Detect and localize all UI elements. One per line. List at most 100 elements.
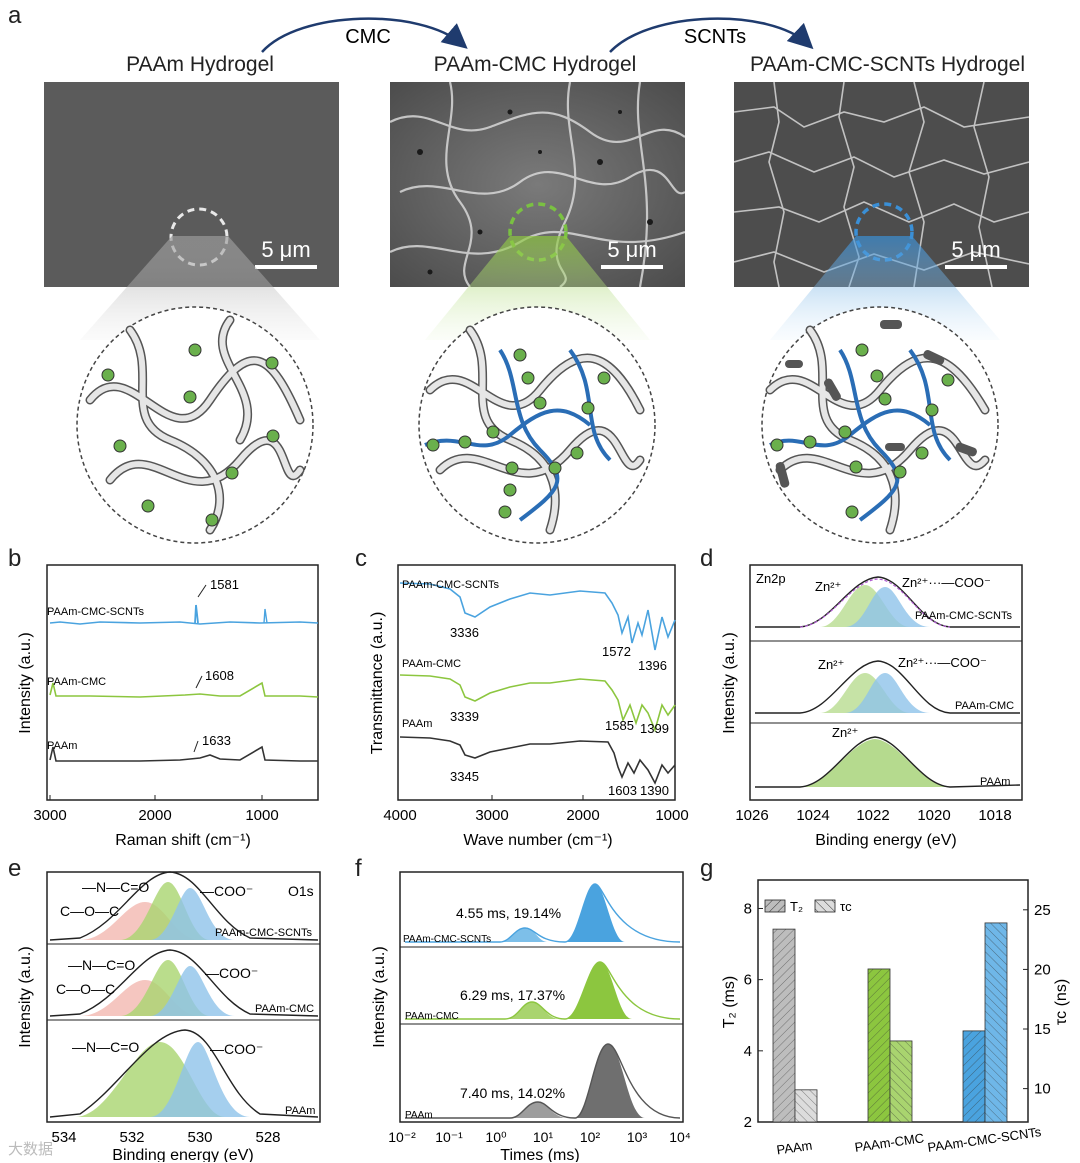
scale-bar-paam: 5 μm <box>255 237 317 269</box>
x-tick-label: 10² <box>580 1129 601 1145</box>
bar-hatch-t2-paam <box>773 929 795 1122</box>
cmc-arrow-label: CMC <box>345 26 391 48</box>
series-label: PAAm <box>285 1105 315 1117</box>
peak-label: 1390 <box>640 783 669 798</box>
y-axis-label: Intensity (a.u.) <box>721 632 738 733</box>
scale-bar-paam-cmc-scnts: 5 μm <box>945 237 1007 269</box>
series-label: PAAm-CMC-SCNTs <box>402 579 499 591</box>
legend-label: T₂ <box>790 899 803 914</box>
x-tick-label: 1000 <box>245 807 278 824</box>
series-label: PAAm <box>405 1110 433 1121</box>
chart-f-lf-nmr: PAAm-CMC-SCNTs PAAm-CMC PAAm 4.55 ms, 19… <box>371 871 691 1162</box>
x-axis-label: Binding energy (eV) <box>112 1147 253 1162</box>
x-category-label: PAAm-CMC <box>854 1130 925 1155</box>
panel-c-label: c <box>355 545 367 572</box>
x-category-label: PAAm <box>776 1138 814 1158</box>
x-axis-label: Times (ms) <box>500 1147 579 1162</box>
x-tick-label: 528 <box>255 1129 280 1146</box>
scale-bar-paam-cmc: 5 μm <box>601 237 663 269</box>
y-axis-label-left: T₂ (ms) <box>721 976 738 1028</box>
ftir-line-paam-cmc-scnts <box>399 582 676 651</box>
peak-label: 1603 <box>608 783 637 798</box>
chart-b-raman: PAAm-CMC-SCNTs PAAm-CMC PAAm 1581 1608 1… <box>17 564 319 849</box>
peak-label: Zn²⁺ <box>832 725 858 740</box>
ftir-line-paam <box>399 736 676 785</box>
series-label: PAAm-CMC-SCNTs <box>915 610 1012 622</box>
zoom-cone-paam-cmc-scnts <box>770 236 1000 340</box>
x-tick-label: 1020 <box>917 807 950 824</box>
series-label: PAAm <box>47 740 77 752</box>
x-tick-label: 10⁻² <box>388 1129 416 1145</box>
x-axis-label: Raman shift (cm⁻¹) <box>115 832 251 849</box>
peak-label: 1633 <box>202 733 231 748</box>
watermark: 大数据 <box>8 1141 54 1158</box>
peak-label: 1585 <box>605 718 634 733</box>
peak-label: 1608 <box>205 668 234 683</box>
y-axis-label: Intensity (a.u.) <box>371 946 388 1047</box>
series-label: PAAm <box>980 776 1010 788</box>
y-tick-right: 15 <box>1034 1021 1051 1038</box>
peak-label: 3339 <box>450 709 479 724</box>
x-axis-label: Binding energy (eV) <box>815 832 956 849</box>
peak-label: Zn²⁺···—COO⁻ <box>902 575 991 590</box>
x-tick-label: 532 <box>119 1129 144 1146</box>
x-tick-label: 2000 <box>566 807 599 824</box>
chart-d-zn2p: Zn2p Zn²⁺ Zn²⁺···—COO⁻ Zn²⁺ Zn²⁺···—COO⁻… <box>721 564 1023 849</box>
peak-label: Zn²⁺ <box>815 579 841 594</box>
x-tick-label: 2000 <box>138 807 171 824</box>
x-tick-label: 1000 <box>655 807 688 824</box>
peak-label: 1581 <box>210 577 239 592</box>
peak-label: —N—C=O <box>72 1039 139 1055</box>
y-tick-left: 4 <box>744 1043 752 1060</box>
panel-f-label: f <box>355 855 362 882</box>
peak-annotation: 4.55 ms, 19.14% <box>456 905 561 921</box>
series-label: PAAm-CMC-SCNTs <box>215 927 312 939</box>
x-tick-label: 1026 <box>735 807 768 824</box>
y-tick-left: 6 <box>744 972 752 989</box>
peak-label: 3345 <box>450 769 479 784</box>
x-tick-label: 10⁴ <box>669 1129 691 1145</box>
panel-a-label: a <box>8 2 22 29</box>
peak-label: C—O—C <box>56 981 115 997</box>
chart-title: O1s <box>288 883 314 899</box>
peak-label: —COO⁻ <box>210 1041 263 1057</box>
legend-swatch-tauc-hatch <box>815 900 835 912</box>
y-axis-label: Intensity (a.u.) <box>17 946 34 1047</box>
peak-label: 3336 <box>450 625 479 640</box>
y-tick-right: 20 <box>1034 961 1051 978</box>
cmc-arrow <box>261 17 468 53</box>
bar-hatch-tauc-paam <box>795 1089 817 1122</box>
bars-group <box>772 922 1008 1123</box>
series-label: PAAm-CMC <box>255 1003 314 1015</box>
y-axis-label: Intensity (a.u.) <box>17 632 34 733</box>
x-tick-label: 534 <box>51 1129 76 1146</box>
ftir-line-paam-cmc <box>399 674 676 733</box>
title-paam-cmc-scnts: PAAm-CMC-SCNTs Hydrogel <box>750 53 1025 76</box>
x-tick-label: 530 <box>187 1129 212 1146</box>
scnts-arrow <box>609 17 814 53</box>
y-tick-left: 2 <box>744 1114 752 1131</box>
x-axis-label: Wave number (cm⁻¹) <box>463 832 612 849</box>
peak-label: 1399 <box>640 721 669 736</box>
raman-line-paam-cmc-scnts <box>49 621 319 625</box>
schematic-paam <box>76 306 314 544</box>
schematic-paam-cmc-scnts <box>761 306 999 544</box>
sem-image-paam: 5 μm <box>44 82 339 287</box>
x-tick-label: 10³ <box>627 1129 648 1145</box>
series-label: PAAm-CMC <box>955 700 1014 712</box>
series-label: PAAm-CMC-SCNTs <box>47 606 144 618</box>
chart-title: Zn2p <box>756 571 786 586</box>
x-tick-label: 1022 <box>856 807 889 824</box>
y-tick-right: 25 <box>1034 902 1051 919</box>
y-axis-label: Transmittance (a.u.) <box>369 612 386 755</box>
y-tick-right: 10 <box>1034 1081 1051 1098</box>
bar-hatch-tauc-paam-cmc <box>890 1040 912 1122</box>
x-tick-label: 10¹ <box>533 1129 554 1145</box>
series-label: PAAm-CMC <box>405 1011 459 1022</box>
series-label: PAAm-CMC-SCNTs <box>403 934 491 945</box>
process-arrows: CMC SCNTs <box>261 17 814 53</box>
peak-label: 1572 <box>602 644 631 659</box>
peak-label: —COO⁻ <box>200 883 253 899</box>
scale-bar-text: 5 μm <box>607 237 657 262</box>
x-tick-label: 10⁰ <box>485 1129 507 1145</box>
